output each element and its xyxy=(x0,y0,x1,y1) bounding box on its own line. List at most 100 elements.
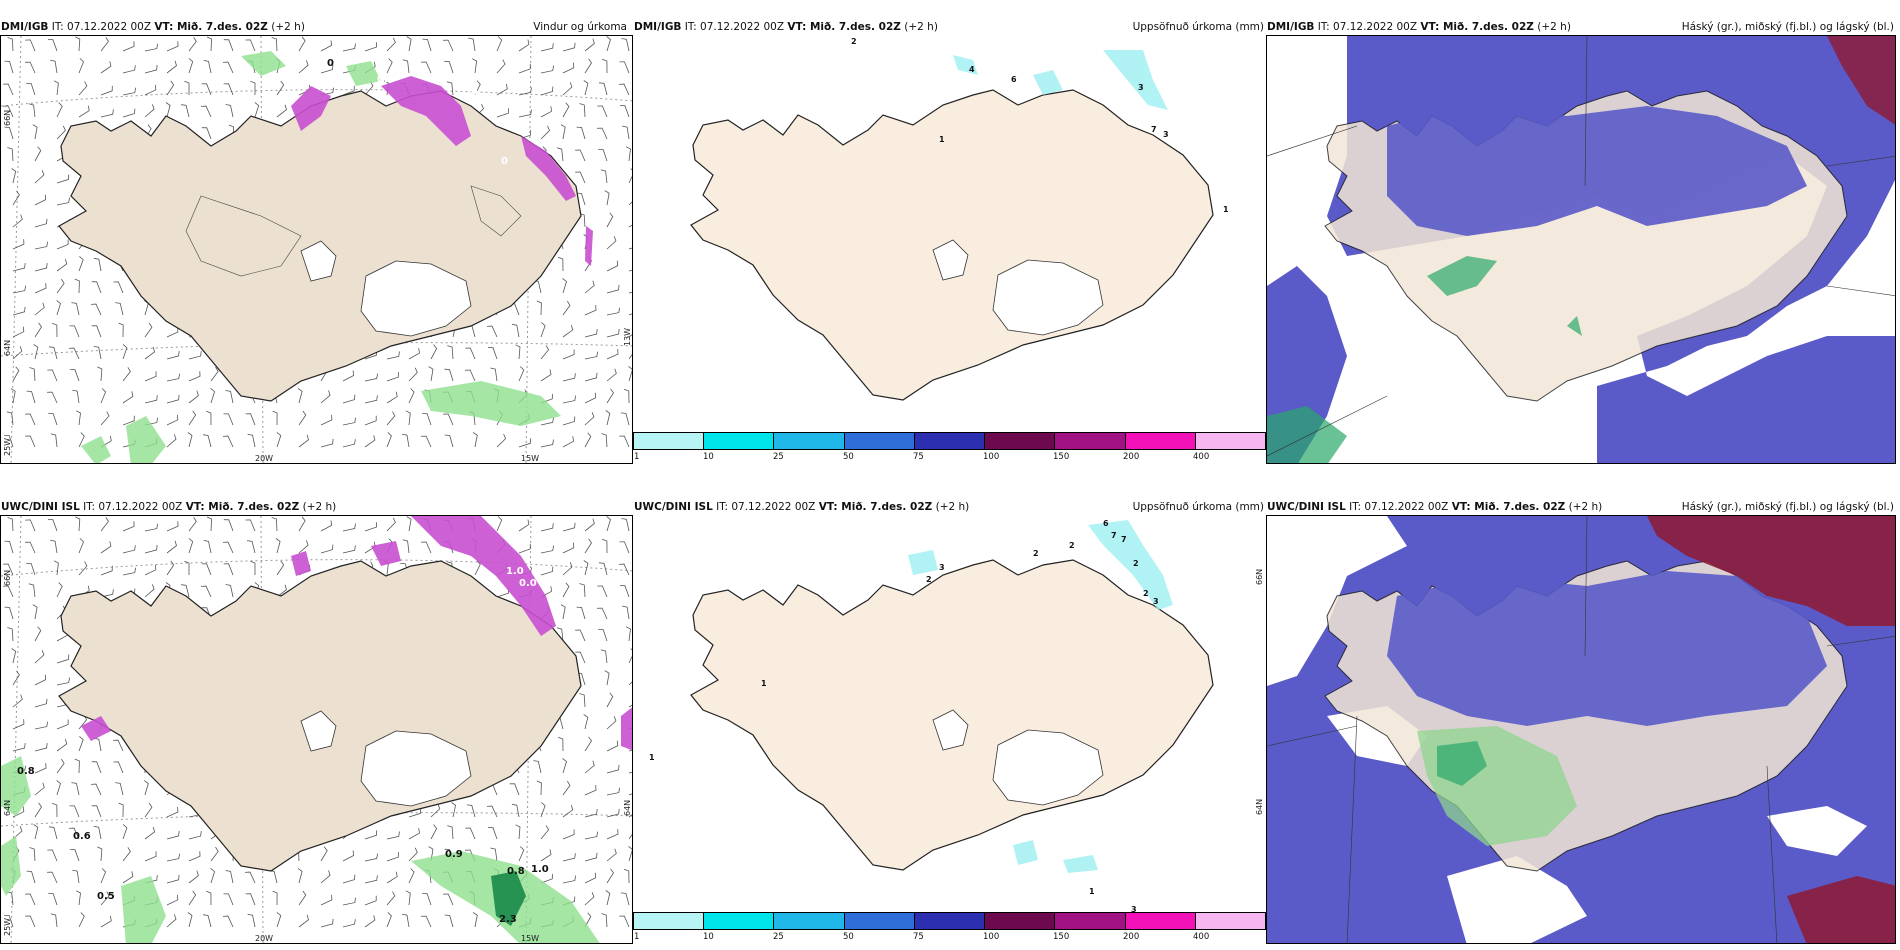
wind-barb xyxy=(584,872,597,884)
colorbar-tick: 50 xyxy=(843,452,854,462)
wind-barb xyxy=(364,875,378,884)
panel-cloud-dmi: DMI/IGB IT: 07.12.2022 00Z VT: Mið. 7.de… xyxy=(1266,14,1900,464)
wind-barb xyxy=(29,847,36,862)
wind-barb xyxy=(584,538,592,554)
wind-barb xyxy=(540,566,554,576)
wind-barb xyxy=(515,824,521,840)
axis-lat-label: 66N xyxy=(3,109,12,126)
wind-barb xyxy=(364,853,378,862)
wind-barb xyxy=(210,846,219,862)
wind-barb xyxy=(515,344,521,360)
wind-barb xyxy=(386,372,399,382)
wind-barb xyxy=(584,432,592,448)
map-area[interactable] xyxy=(1266,515,1896,944)
precip-label: 6 xyxy=(1011,75,1017,84)
wind-barb xyxy=(576,606,586,620)
wind-barb xyxy=(562,853,576,862)
wind-barb xyxy=(557,736,564,752)
wind-barb xyxy=(576,126,586,140)
model-name: DMI/IGB xyxy=(1,21,49,33)
wind-barb xyxy=(188,58,194,74)
wind-barb xyxy=(32,124,38,140)
wind-barb xyxy=(56,582,63,598)
init-time: IT: 07.12.2022 00Z xyxy=(1349,501,1449,513)
wind-barb xyxy=(56,239,69,250)
valid-time: VT: Mið. 7.des. 02Z xyxy=(185,501,300,513)
wind-barb xyxy=(584,852,598,862)
wind-barb xyxy=(540,106,552,118)
precip-label: 2.3 xyxy=(499,914,517,925)
wind-barb xyxy=(75,36,81,52)
precip-label: 3 xyxy=(1131,905,1137,914)
panel-header: DMI/IGB IT: 07.12.2022 00Z VT: Mið. 7.de… xyxy=(1,21,305,33)
map-area[interactable]: 2 4 6 3 7 3 1 1 xyxy=(633,35,1266,444)
hatching xyxy=(185,185,522,277)
wind-barb xyxy=(25,435,36,448)
colorbar-swatch xyxy=(1195,913,1265,929)
wind-barb xyxy=(26,563,36,576)
wind-barb xyxy=(225,584,234,598)
colorbar-tick: 75 xyxy=(913,932,924,942)
wind-barb xyxy=(386,912,392,928)
glacier-vatnajokull xyxy=(992,259,1104,336)
wind-barb xyxy=(223,39,234,52)
wind-barb xyxy=(56,654,70,664)
wind-barb xyxy=(25,519,36,532)
wind-barb xyxy=(244,871,256,884)
wind-barb xyxy=(166,394,180,404)
colorbar-swatch xyxy=(914,913,986,929)
wind-barb xyxy=(518,366,525,382)
wind-barb xyxy=(402,913,410,928)
precip-label: 0 xyxy=(471,88,478,99)
wind-barb xyxy=(113,281,124,294)
wind-barb xyxy=(93,737,102,752)
cloud-free xyxy=(1447,856,1587,943)
wind-barb xyxy=(562,582,570,598)
colorbar-swatch xyxy=(1125,913,1196,929)
wind-barb xyxy=(223,413,234,426)
wind-barb xyxy=(50,59,58,74)
wind-barb xyxy=(518,39,530,52)
precip-label: 2 xyxy=(1033,549,1039,558)
map-area[interactable]: 6 7 7 2 2 2 3 2 2 3 1 1 1 3 1 1 66N 64N xyxy=(633,515,1266,924)
wind-barb xyxy=(34,782,45,796)
wind-barb xyxy=(583,714,589,730)
wind-barb xyxy=(144,346,156,360)
map-area[interactable]: 0.8 0.6 0.5 0.9 0.8 1.0 2.3 1.0 0.0 66N … xyxy=(0,515,633,944)
wind-barb xyxy=(166,874,180,884)
wind-barb xyxy=(51,802,58,818)
precip-label: 2 xyxy=(1069,541,1075,550)
wind-barb xyxy=(247,540,256,554)
wind-barb xyxy=(598,149,608,162)
wind-barb xyxy=(276,104,287,118)
wind-barb xyxy=(210,868,216,884)
wind-barb xyxy=(223,563,234,576)
wind-barb xyxy=(50,913,58,928)
wind-barb xyxy=(122,391,134,404)
wind-barb xyxy=(601,433,608,448)
wind-barb xyxy=(562,349,575,360)
wind-barb xyxy=(540,417,554,426)
precip-label: 0.8 xyxy=(507,866,525,877)
precip-label: 7 xyxy=(1151,125,1157,134)
wind-barb xyxy=(584,328,598,338)
map-area[interactable] xyxy=(1266,35,1896,464)
wind-barb xyxy=(122,567,136,576)
wind-barb xyxy=(12,214,23,228)
wind-barb xyxy=(606,787,620,796)
wind-barb xyxy=(342,897,356,906)
wind-barb xyxy=(386,351,400,360)
wind-barb xyxy=(540,802,546,818)
map-area[interactable]: 0 0.0 0 0 66N 64N 25W 13W 20W 15W xyxy=(0,35,633,464)
wind-barb xyxy=(203,60,212,74)
precip-label: 2 xyxy=(1133,559,1139,568)
precip-label: 0.0 xyxy=(519,578,537,589)
wind-barb xyxy=(562,395,576,404)
wind-barb xyxy=(100,868,107,884)
wind-barb xyxy=(518,438,532,448)
wind-barb xyxy=(4,126,14,140)
colorbar-tick: 75 xyxy=(913,452,924,462)
wind-barb xyxy=(597,585,608,598)
wind-barb xyxy=(386,37,396,52)
axis-lat-label: 64N xyxy=(3,799,12,816)
